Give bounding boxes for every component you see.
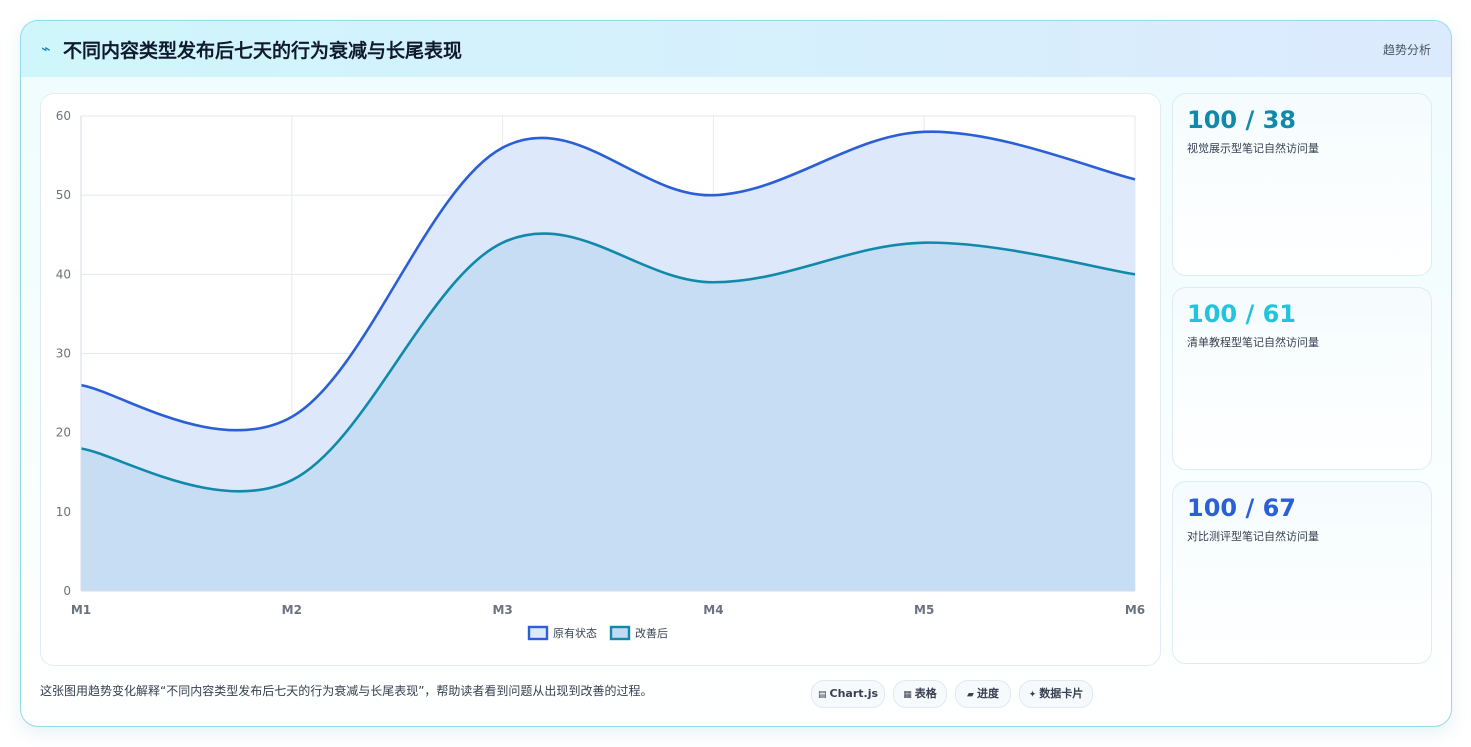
stat-value: 100 / 38 [1187, 106, 1296, 134]
stat-card-review: 100 / 67 对比测评型笔记自然访问量 [1172, 481, 1432, 664]
stat-label: 清单教程型笔记自然访问量 [1187, 336, 1319, 349]
y-tick-label: 0 [63, 584, 71, 598]
stat-value: 100 / 61 [1187, 300, 1296, 328]
x-tick-label: M5 [914, 603, 934, 617]
stat-card-visual: 100 / 38 视觉展示型笔记自然访问量 [1172, 93, 1432, 276]
x-tick-label: M3 [492, 603, 512, 617]
progress-icon: ▰ [967, 690, 974, 700]
x-tick-label: M6 [1125, 603, 1145, 617]
series-line-0 [80, 130, 1136, 432]
chart-icon: ▤ [817, 690, 827, 700]
page-title: 不同内容类型发布后七天的行为衰减与长尾表现 [63, 40, 463, 62]
legend-swatch [609, 625, 631, 641]
chart-panel: ⌁ 不同内容类型发布后七天的行为衰减与长尾表现 趋势分析 0 10 20 30 40 50… [20, 20, 1452, 727]
chip-label: 进度 [976, 687, 999, 700]
chip-label: 表格 [914, 687, 937, 700]
series-area-1 [81, 233, 1135, 591]
chip-progress[interactable]: ▰ 进度 [955, 680, 1011, 708]
legend-label: 改善后 [635, 626, 668, 640]
legend-label: 原有状态 [553, 626, 597, 640]
stat-value: 100 / 67 [1187, 494, 1296, 522]
area-chart: 0 10 20 30 40 50 60 M1 M2 M3 M4 M5 M6 原有状态 改善后 [56, 109, 1145, 641]
y-tick-label: 30 [56, 347, 71, 361]
x-tick-label: M1 [71, 603, 91, 617]
sparkle-icon: ✦ [1028, 690, 1037, 700]
chip-label: Chart.js [829, 687, 879, 700]
stat-label: 视觉展示型笔记自然访问量 [1187, 142, 1319, 155]
y-tick-label: 60 [56, 109, 71, 123]
chip-chartjs[interactable]: ▤ Chart.js [811, 680, 885, 708]
x-tick-label: M4 [703, 603, 723, 617]
table-icon: ▦ [903, 690, 912, 700]
y-tick-label: 50 [56, 188, 71, 202]
x-tick-label: M2 [282, 603, 302, 617]
legend-swatch [527, 625, 549, 641]
y-tick-label: 10 [56, 505, 71, 519]
chip-data-card[interactable]: ✦ 数据卡片 [1019, 680, 1093, 708]
panel-header: ⌁ 不同内容类型发布后七天的行为衰减与长尾表现 趋势分析 [21, 21, 1451, 77]
y-tick-label: 20 [56, 426, 71, 440]
stat-label: 对比测评型笔记自然访问量 [1187, 530, 1319, 543]
series-line-1 [80, 232, 1136, 493]
chart-card: 0 10 20 30 40 50 60 M1 M2 M3 M4 M5 M6 原有状态 改善后 [40, 93, 1161, 666]
chip-table[interactable]: ▦ 表格 [893, 680, 947, 708]
chart-caption: 这张图用趋势变化解释“不同内容类型发布后七天的行为衰减与长尾表现”，帮助读者看到… [40, 684, 653, 698]
y-tick-label: 40 [56, 267, 71, 281]
stat-card-tutorial: 100 / 61 清单教程型笔记自然访问量 [1172, 287, 1432, 470]
trend-icon: ⌁ [41, 39, 51, 58]
chip-label: 数据卡片 [1039, 687, 1084, 700]
header-tag: 趋势分析 [1382, 43, 1431, 57]
